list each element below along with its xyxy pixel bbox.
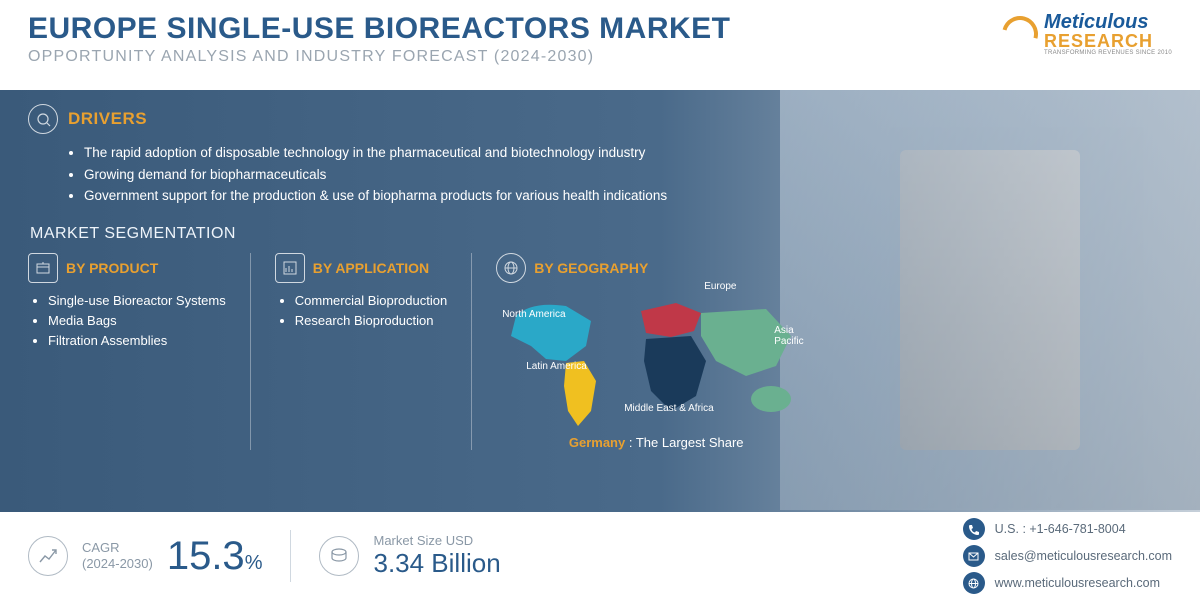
segment-product: BY PRODUCT Single-use Bioreactor Systems… [28, 253, 226, 351]
contact-email: sales@meticulousresearch.com [963, 545, 1172, 567]
logo-swoosh-icon [995, 9, 1044, 58]
map-label-ap: Asia Pacific [774, 325, 816, 347]
geography-label: BY GEOGRAPHY [534, 260, 648, 276]
region-europe [641, 303, 701, 337]
segment-application: BY APPLICATION Commercial Bioproduction … [275, 253, 447, 331]
map-label-eu: Europe [704, 281, 736, 292]
cagr-labels: CAGR (2024-2030) [82, 540, 153, 573]
application-item: Commercial Bioproduction [295, 291, 447, 311]
metric-market-size: Market Size USD 3.34 Billion [319, 533, 500, 579]
drivers-icon [28, 104, 58, 134]
region-australia [751, 386, 791, 412]
region-mea [644, 336, 706, 411]
geography-highlight: Germany : The Largest Share [496, 435, 816, 450]
product-item: Single-use Bioreactor Systems [48, 291, 226, 311]
highlight-note: : The Largest Share [629, 435, 744, 450]
drivers-list: The rapid adoption of disposable technol… [28, 142, 1172, 207]
segment-geography: BY GEOGRAPHY North America Latin America… [496, 253, 816, 450]
divider [250, 253, 251, 450]
divider [471, 253, 472, 450]
driver-item: Government support for the production & … [84, 185, 1172, 207]
cagr-value: 15.3% [167, 536, 263, 576]
map-label-na: North America [502, 309, 565, 320]
contact-web: www.meticulousresearch.com [963, 572, 1172, 594]
highlight-country: Germany [569, 435, 625, 450]
market-size-value: 3.34 Billion [373, 548, 500, 579]
subtitle: OPPORTUNITY ANALYSIS AND INDUSTRY FORECA… [28, 48, 1002, 66]
market-size-label: Market Size USD [373, 533, 500, 548]
map-label-mea: Middle East & Africa [624, 403, 713, 414]
drivers-title: DRIVERS [68, 109, 147, 129]
driver-item: The rapid adoption of disposable technol… [84, 142, 1172, 164]
map-label-la: Latin America [526, 361, 587, 372]
web-text: www.meticulousresearch.com [995, 576, 1160, 590]
body: DRIVERS The rapid adoption of disposable… [0, 90, 1200, 450]
product-label: BY PRODUCT [66, 260, 158, 276]
logo-brand1: Meticulous [1044, 12, 1172, 32]
cagr-number: 15.3 [167, 534, 245, 578]
growth-icon [28, 536, 68, 576]
application-label: BY APPLICATION [313, 260, 429, 276]
product-icon [28, 253, 58, 283]
contact-phone: U.S. : +1-646-781-8004 [963, 518, 1172, 540]
logo-text: Meticulous RESEARCH TRANSFORMING REVENUE… [1044, 12, 1172, 56]
driver-item: Growing demand for biopharmaceuticals [84, 164, 1172, 186]
cagr-label: CAGR [82, 540, 153, 556]
footer-divider [290, 530, 291, 582]
metric-cagr: CAGR (2024-2030) 15.3% [28, 536, 262, 576]
logo-tagline: TRANSFORMING REVENUES SINCE 2010 [1044, 50, 1172, 56]
segmentation-title: MARKET SEGMENTATION [30, 225, 1172, 243]
segmentation-row: BY PRODUCT Single-use Bioreactor Systems… [28, 253, 1172, 450]
cagr-unit: % [245, 552, 263, 574]
money-icon [319, 536, 359, 576]
email-text: sales@meticulousresearch.com [995, 549, 1172, 563]
application-icon [275, 253, 305, 283]
product-item: Filtration Assemblies [48, 331, 226, 351]
logo-brand2: RESEARCH [1044, 32, 1172, 50]
header: EUROPE SINGLE-USE BIOREACTORS MARKET OPP… [0, 0, 1200, 90]
web-icon [963, 572, 985, 594]
cagr-period: (2024-2030) [82, 556, 153, 572]
main-title: EUROPE SINGLE-USE BIOREACTORS MARKET [28, 12, 1002, 46]
title-block: EUROPE SINGLE-USE BIOREACTORS MARKET OPP… [28, 12, 1002, 66]
brand-logo: Meticulous RESEARCH TRANSFORMING REVENUE… [1002, 12, 1172, 56]
phone-text: U.S. : +1-646-781-8004 [995, 522, 1126, 536]
product-item: Media Bags [48, 311, 226, 331]
application-item: Research Bioproduction [295, 311, 447, 331]
contacts: U.S. : +1-646-781-8004 sales@meticulousr… [963, 518, 1172, 594]
phone-icon [963, 518, 985, 540]
email-icon [963, 545, 985, 567]
footer: CAGR (2024-2030) 15.3% Market Size USD 3… [0, 512, 1200, 600]
drivers-header: DRIVERS [28, 104, 1172, 134]
globe-icon [496, 253, 526, 283]
